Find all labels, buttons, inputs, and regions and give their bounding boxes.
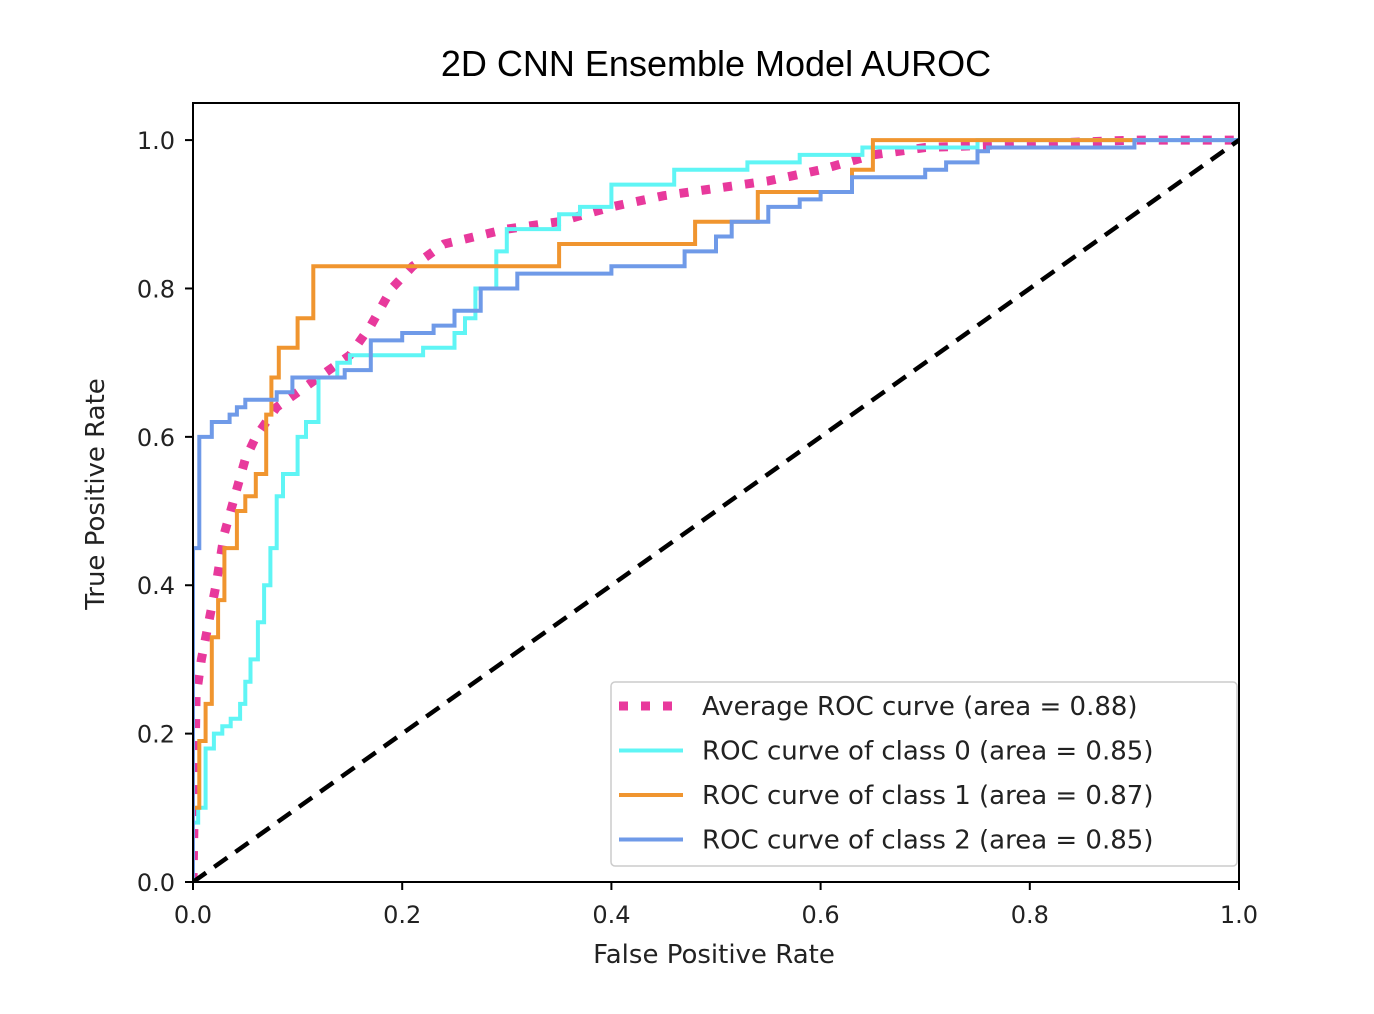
legend-entry-label: ROC curve of class 0 (area = 0.85) [702, 737, 1153, 767]
y-tick-label: 0.0 [137, 869, 175, 897]
legend-box [610, 681, 1238, 867]
y-tick-label: 0.2 [137, 721, 175, 749]
x-axis: 0.0 0.2 0.4 0.6 0.8 1.0 [174, 882, 1258, 929]
reference-diagonal-line [193, 138, 1239, 882]
y-axis: 0.0 0.2 0.4 0.6 0.8 1.0 [137, 127, 193, 897]
series-line-3 [193, 138, 1239, 882]
x-tick-label: 0.6 [802, 901, 840, 929]
legend: Average ROC curve (area = 0.88) ROC curve… [610, 681, 1238, 867]
x-axis-label: False Positive Rate [593, 940, 835, 970]
y-axis-label: True Positive Rate [81, 378, 111, 611]
x-tick-label: 0.2 [383, 901, 421, 929]
x-tick-label: 0.0 [174, 901, 212, 929]
y-tick-label: 0.8 [137, 275, 175, 303]
x-tick-label: 0.4 [592, 901, 630, 929]
y-tick-label: 0.4 [137, 572, 175, 600]
chart-title: 2D CNN Ensemble Model AUROC [441, 43, 991, 84]
x-tick-label: 0.8 [1011, 901, 1049, 929]
x-tick-label: 1.0 [1220, 901, 1258, 929]
legend-entry-label: ROC curve of class 2 (area = 0.85) [702, 826, 1153, 856]
curves-layer [193, 135, 1239, 882]
legend-entry-label: ROC curve of class 1 (area = 0.87) [702, 781, 1153, 811]
series-line-2 [193, 138, 1135, 882]
series-line-1 [193, 138, 1239, 882]
y-tick-label: 0.6 [137, 424, 175, 452]
plot-frame [192, 102, 1240, 883]
legend-entry-label: Average ROC curve (area = 0.88) [702, 692, 1138, 722]
y-tick-label: 1.0 [137, 127, 175, 155]
